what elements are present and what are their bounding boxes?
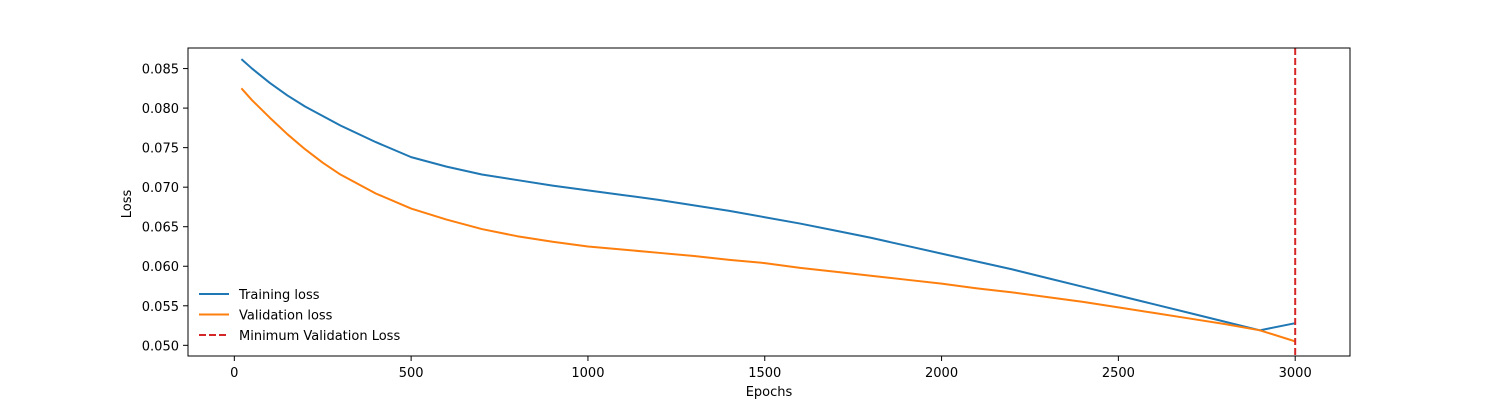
y-tick-label: 0.080	[142, 102, 179, 117]
series-training-loss-line	[240, 58, 1296, 332]
y-tick-label: 0.055	[142, 300, 179, 315]
y-tick-label: 0.085	[142, 63, 179, 78]
x-tick-label: 2000	[925, 366, 958, 381]
ticks-layer: 0 500 1000 1500 2000 2500 3000 0.050 0.055 0.060 0…	[142, 47, 1351, 381]
x-tick-label: 3000	[1279, 366, 1312, 381]
x-tick-label: 1500	[748, 366, 781, 381]
legend: Training loss Validation loss Minimum Vali…	[199, 288, 400, 344]
plot-area	[240, 48, 1297, 356]
plot-frame	[187, 47, 1351, 357]
legend-label-training-loss: Training loss	[238, 288, 320, 303]
series-validation-loss-line	[240, 87, 1296, 343]
x-tick-label: 2500	[1102, 366, 1135, 381]
x-axis-label: Epochs	[746, 385, 793, 400]
y-tick-label: 0.075	[142, 142, 179, 157]
x-tick-label: 0	[230, 366, 238, 381]
y-tick-label: 0.050	[142, 339, 179, 354]
y-axis-label: Loss	[120, 190, 135, 219]
y-tick-label: 0.065	[142, 221, 179, 236]
legend-label-minimum-validation-loss: Minimum Validation Loss	[239, 329, 400, 344]
legend-label-validation-loss: Validation loss	[239, 309, 333, 324]
x-tick-label: 500	[399, 366, 424, 381]
y-tick-label: 0.060	[142, 260, 179, 275]
x-tick-label: 1000	[571, 366, 604, 381]
y-tick-label: 0.070	[142, 181, 179, 196]
